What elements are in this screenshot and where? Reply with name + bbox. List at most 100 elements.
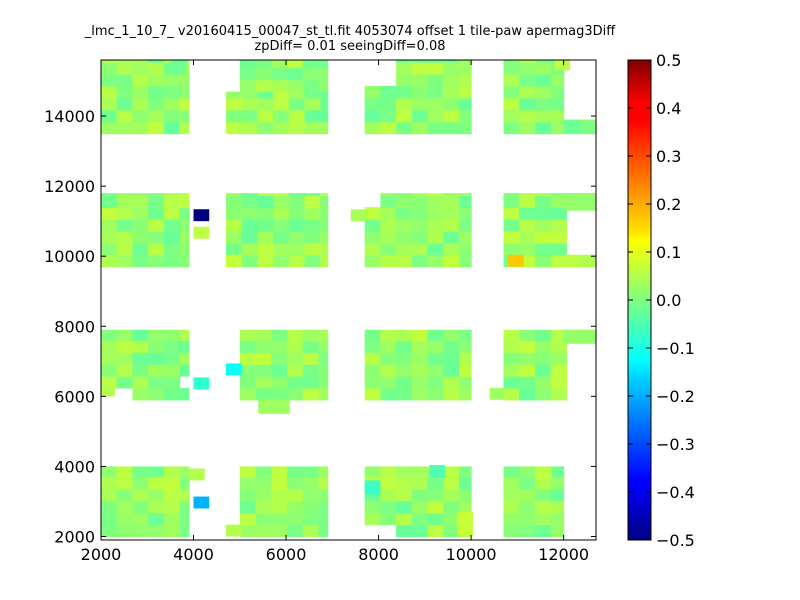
heatmap-cell bbox=[163, 352, 181, 365]
heatmap-cell bbox=[225, 193, 243, 196]
heatmap-cell bbox=[225, 230, 243, 244]
heatmap-cell bbox=[116, 466, 134, 478]
heatmap-cell bbox=[318, 476, 329, 490]
heatmap-cell bbox=[148, 121, 165, 135]
heatmap-cell bbox=[503, 121, 520, 135]
heatmap-cell bbox=[364, 340, 382, 353]
heatmap-cell bbox=[304, 219, 321, 232]
heatmap-cell bbox=[380, 500, 397, 514]
heatmap-cell bbox=[364, 85, 382, 99]
heatmap-cell bbox=[273, 207, 290, 220]
heatmap-cell bbox=[396, 466, 413, 478]
heatmap-cell bbox=[503, 60, 520, 63]
heatmap-cell bbox=[257, 193, 274, 196]
heatmap-cell bbox=[364, 352, 382, 365]
heatmap-cell bbox=[163, 74, 181, 87]
heatmap-cell bbox=[550, 121, 565, 135]
heatmap-cell bbox=[519, 512, 536, 526]
heatmap-cell bbox=[411, 488, 429, 502]
heatmap-cell bbox=[411, 524, 429, 538]
heatmap-cell bbox=[534, 488, 552, 502]
heatmap-cell bbox=[116, 254, 134, 268]
heatmap-cell bbox=[193, 226, 210, 239]
heatmap-cell bbox=[148, 340, 165, 353]
heatmap-cell bbox=[163, 376, 181, 389]
heatmap-cell bbox=[320, 207, 329, 220]
heatmap-cell bbox=[519, 195, 536, 208]
heatmap-cell bbox=[257, 219, 274, 232]
heatmap-cell bbox=[163, 476, 181, 490]
heatmap-cell bbox=[288, 97, 306, 111]
heatmap-cell bbox=[179, 329, 190, 341]
colorbar-tick-label: 0.1 bbox=[656, 243, 681, 262]
heatmap-cell bbox=[302, 340, 320, 353]
heatmap-cell bbox=[116, 364, 134, 377]
heatmap-cell bbox=[503, 364, 520, 377]
heatmap-cell bbox=[427, 352, 444, 365]
heatmap-cell bbox=[519, 121, 536, 135]
heatmap-cell bbox=[318, 67, 329, 81]
heatmap-cell bbox=[163, 512, 181, 526]
heatmap-cell bbox=[241, 91, 258, 99]
heatmap-cell bbox=[457, 511, 473, 537]
heatmap-cell bbox=[443, 329, 460, 341]
heatmap-cell bbox=[101, 524, 118, 538]
heatmap-cell bbox=[318, 387, 329, 401]
heatmap-cell bbox=[101, 329, 118, 341]
heatmap-cell bbox=[318, 376, 329, 389]
heatmap-cell bbox=[132, 329, 149, 341]
heatmap-cell bbox=[534, 62, 552, 75]
heatmap-cell bbox=[225, 109, 243, 123]
heatmap-cell bbox=[271, 376, 288, 389]
colorbar-tick-label: −0.1 bbox=[656, 339, 695, 358]
heatmap-cell bbox=[579, 121, 596, 135]
heatmap-cell bbox=[550, 74, 565, 87]
heatmap-cell bbox=[459, 230, 472, 244]
heatmap-cell bbox=[148, 512, 165, 526]
heatmap-cell bbox=[255, 512, 272, 526]
heatmap-cell bbox=[550, 364, 567, 377]
heatmap-cell bbox=[364, 480, 381, 495]
heatmap-cell bbox=[443, 254, 460, 268]
heatmap-cell bbox=[225, 219, 243, 232]
heatmap-cell bbox=[239, 352, 257, 365]
colorbar-tick-label: −0.3 bbox=[656, 435, 695, 454]
heatmap-cell bbox=[534, 512, 552, 526]
heatmap-cell bbox=[255, 79, 272, 93]
heatmap-cell bbox=[519, 329, 536, 341]
heatmap-cell bbox=[132, 254, 149, 268]
heatmap-cell bbox=[380, 466, 397, 478]
heatmap-cell bbox=[286, 352, 304, 365]
heatmap-cell bbox=[519, 109, 536, 123]
heatmap-cell bbox=[318, 79, 329, 93]
heatmap-cell bbox=[116, 512, 134, 526]
heatmap-cell bbox=[132, 195, 149, 208]
heatmap-cell bbox=[304, 97, 321, 111]
heatmap-cell bbox=[459, 466, 472, 478]
heatmap-cell bbox=[503, 242, 520, 256]
heatmap-cell bbox=[459, 219, 472, 232]
heatmap-cell bbox=[380, 329, 397, 341]
heatmap-cell bbox=[255, 60, 272, 69]
heatmap-cell bbox=[116, 193, 134, 196]
heatmap-cell bbox=[101, 60, 118, 63]
y-tick-label: 10000 bbox=[44, 247, 95, 266]
heatmap-cell bbox=[116, 121, 134, 135]
heatmap-cell bbox=[302, 476, 320, 490]
heatmap-cell bbox=[179, 195, 190, 208]
heatmap-cell bbox=[534, 219, 552, 232]
heatmap-cell bbox=[519, 387, 536, 401]
heatmap-cell bbox=[380, 352, 397, 365]
heatmap-cell bbox=[163, 242, 181, 256]
heatmap-cell bbox=[396, 488, 413, 502]
heatmap-cell bbox=[443, 109, 460, 123]
colorbar-tick-label: −0.5 bbox=[656, 531, 695, 550]
heatmap-cell bbox=[179, 74, 190, 87]
heatmap-cell bbox=[427, 512, 444, 526]
heatmap-cell bbox=[101, 74, 118, 87]
heatmap-cell bbox=[273, 195, 290, 208]
heatmap-cell bbox=[443, 85, 460, 99]
heatmap-cell bbox=[427, 230, 444, 244]
heatmap-cell bbox=[534, 242, 552, 256]
heatmap-cell bbox=[302, 329, 320, 341]
